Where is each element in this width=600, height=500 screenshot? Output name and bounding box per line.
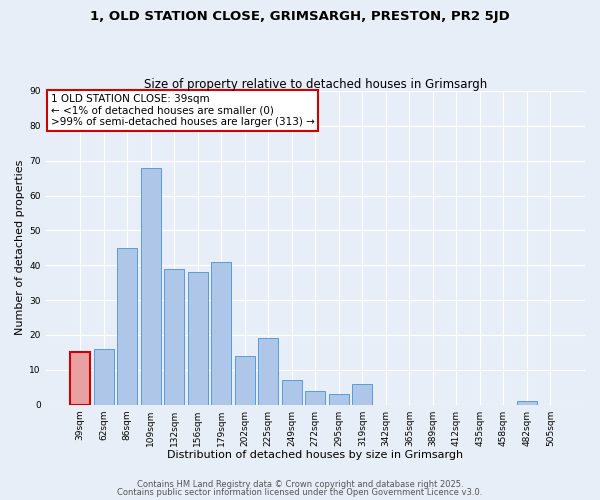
Bar xyxy=(305,390,325,404)
X-axis label: Distribution of detached houses by size in Grimsargh: Distribution of detached houses by size … xyxy=(167,450,463,460)
Text: 1, OLD STATION CLOSE, GRIMSARGH, PRESTON, PR2 5JD: 1, OLD STATION CLOSE, GRIMSARGH, PRESTON… xyxy=(90,10,510,23)
Text: Contains HM Land Registry data © Crown copyright and database right 2025.: Contains HM Land Registry data © Crown c… xyxy=(137,480,463,489)
Text: Contains public sector information licensed under the Open Government Licence v3: Contains public sector information licen… xyxy=(118,488,482,497)
Y-axis label: Number of detached properties: Number of detached properties xyxy=(15,160,25,336)
Bar xyxy=(352,384,373,404)
Bar xyxy=(517,401,537,404)
Bar xyxy=(188,272,208,404)
Bar xyxy=(235,356,254,405)
Bar xyxy=(94,349,113,405)
Bar xyxy=(140,168,161,404)
Text: 1 OLD STATION CLOSE: 39sqm
← <1% of detached houses are smaller (0)
>99% of semi: 1 OLD STATION CLOSE: 39sqm ← <1% of deta… xyxy=(51,94,315,128)
Title: Size of property relative to detached houses in Grimsargh: Size of property relative to detached ho… xyxy=(143,78,487,91)
Bar xyxy=(329,394,349,404)
Bar xyxy=(117,248,137,404)
Bar xyxy=(282,380,302,404)
Bar xyxy=(164,268,184,404)
Bar xyxy=(211,262,231,404)
Bar xyxy=(70,352,90,405)
Bar xyxy=(258,338,278,404)
